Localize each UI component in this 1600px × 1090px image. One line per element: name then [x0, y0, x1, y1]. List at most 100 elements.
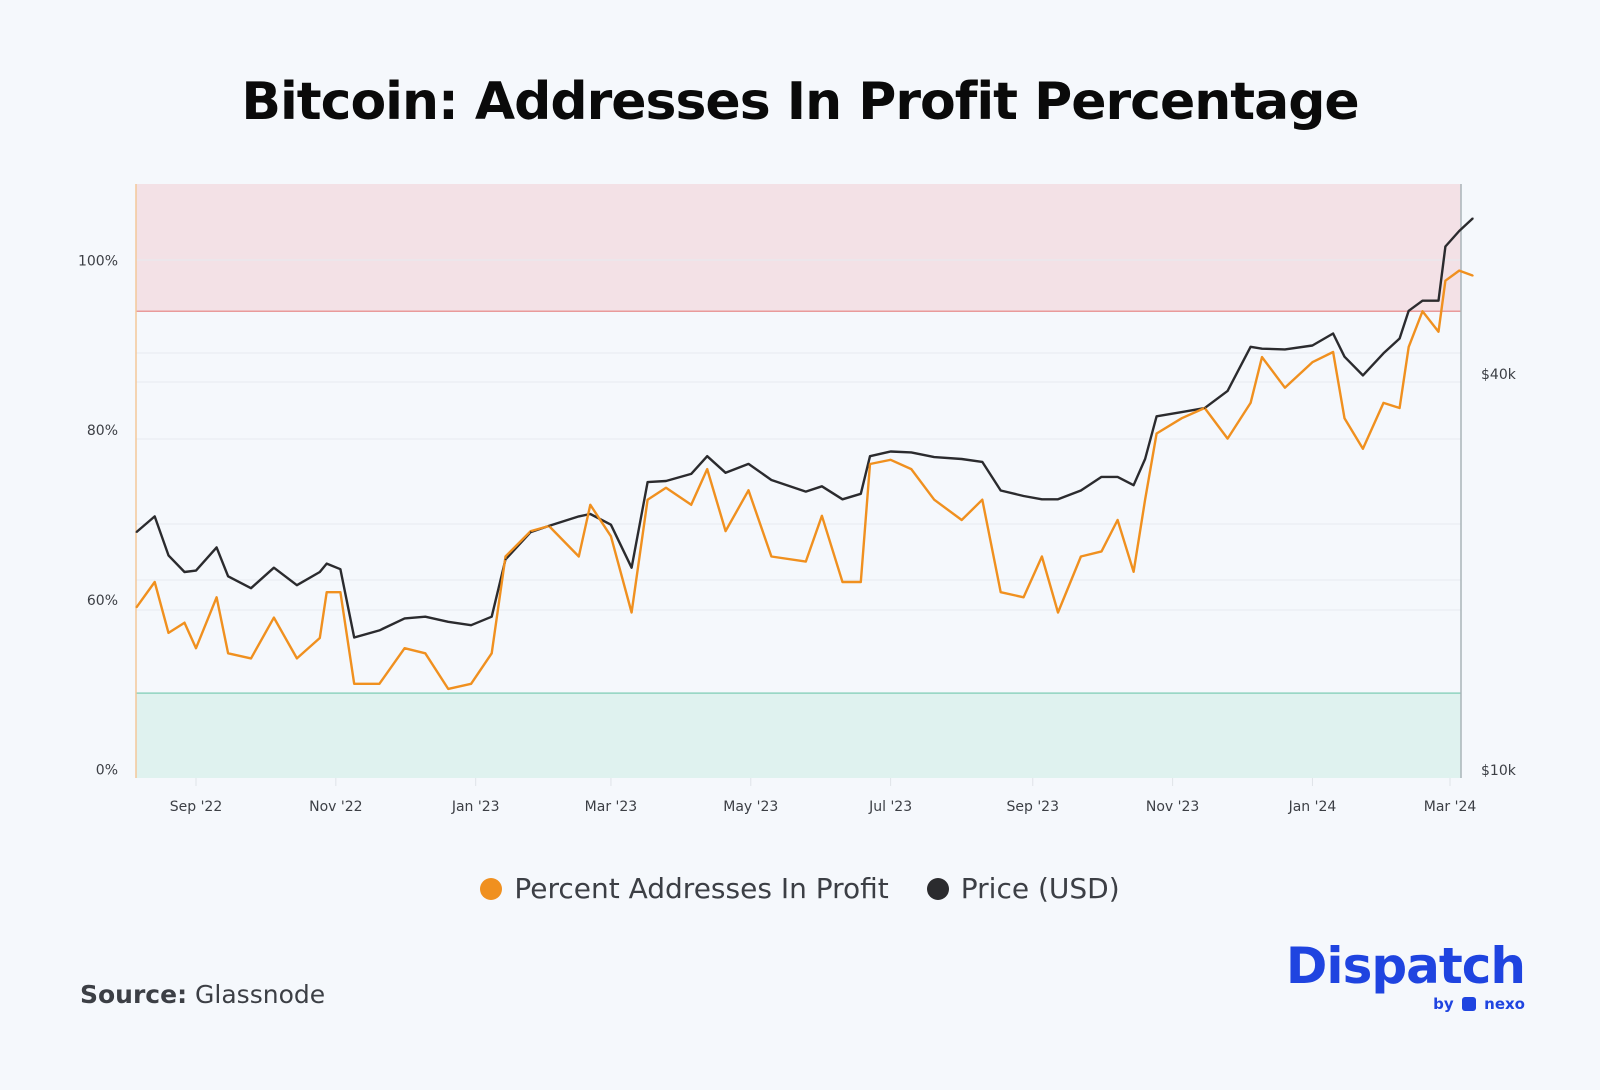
price-point — [1382, 352, 1385, 355]
logo-text: Dispatch — [1285, 937, 1526, 995]
profit-point — [706, 468, 709, 470]
data-points — [135, 217, 1474, 690]
profit-point — [447, 688, 449, 690]
profit-point — [1311, 361, 1314, 364]
profit-point — [981, 498, 984, 501]
overvalued-zone — [136, 184, 1461, 312]
price-point — [296, 584, 298, 586]
price-point — [1180, 411, 1183, 413]
chart-title: Bitcoin: Addresses In Profit Percentage — [241, 72, 1359, 132]
price-point — [548, 525, 550, 527]
profit-point — [1382, 402, 1385, 404]
left-tick-label: 60% — [87, 593, 118, 609]
price-point — [1362, 374, 1364, 377]
x-tick-label: Mar '24 — [1424, 799, 1477, 815]
price-point — [578, 515, 580, 518]
x-tick-label: Jul '23 — [868, 799, 912, 815]
profit-point — [378, 683, 381, 685]
profit-point — [869, 463, 871, 465]
profit-point — [167, 632, 170, 634]
price-point — [910, 451, 913, 454]
profit-point — [770, 555, 773, 558]
price-point — [167, 554, 170, 557]
legend-item-price[interactable]: Price (USD) — [926, 872, 1120, 905]
left-tick-label: 80% — [87, 423, 118, 439]
profit-point — [690, 503, 692, 506]
source-value: Glassnode — [195, 980, 326, 1009]
profit-point — [1116, 519, 1119, 521]
profit-point — [860, 581, 862, 583]
chart: 100% 80% 60% 0% $40k $10k Sep '22 Nov '22 Jan … — [78, 184, 1517, 815]
profit-point — [1226, 437, 1229, 440]
price-point — [690, 473, 692, 475]
price-point — [1398, 337, 1401, 340]
price-point — [1261, 347, 1263, 350]
profit-point — [1041, 555, 1043, 558]
profit-point — [273, 616, 275, 619]
profit-point — [1261, 356, 1263, 358]
profit-point — [1080, 555, 1082, 558]
profit-point — [1100, 550, 1103, 553]
series-line-price — [135, 217, 1474, 639]
price-point — [724, 472, 727, 474]
price-point — [1437, 299, 1440, 302]
price-point — [470, 624, 472, 627]
price-point — [747, 463, 750, 465]
profit-point — [403, 647, 406, 649]
price-point — [960, 458, 963, 460]
price-point — [999, 489, 1002, 492]
profit-point — [504, 555, 507, 558]
profit-point — [1343, 417, 1346, 420]
profit-point — [747, 489, 750, 492]
x-axis-ticks: Sep '22 Nov '22 Jan '23 Mar '23 May '23 Jul '… — [170, 778, 1477, 815]
price-point — [378, 629, 381, 632]
price-point — [1155, 415, 1158, 418]
logo-by: by — [1433, 995, 1454, 1013]
profit-point — [910, 468, 913, 470]
profit-point — [589, 503, 592, 506]
profit-point — [578, 555, 580, 558]
legend-dot-icon — [926, 877, 949, 900]
price-point — [646, 481, 649, 483]
profit-point — [215, 596, 218, 599]
profit-point — [424, 652, 427, 655]
price-point — [841, 498, 844, 501]
undervalued-zone — [136, 693, 1461, 778]
nexo-icon — [1461, 997, 1476, 1011]
legend: Percent Addresses In Profit Price (USD) — [0, 872, 1600, 905]
price-point — [1311, 344, 1314, 347]
profit-point — [821, 514, 823, 517]
left-tick-label: 0% — [96, 763, 118, 779]
profit-point — [630, 611, 633, 614]
dispatch-logo: Dispatch by nexo — [1286, 937, 1526, 1015]
price-point — [1226, 390, 1229, 392]
price-point — [183, 571, 186, 573]
legend-item-profit[interactable]: Percent Addresses In Profit — [480, 872, 889, 905]
price-point — [318, 571, 321, 573]
profit-point — [805, 560, 807, 563]
profit-point — [183, 621, 186, 624]
price-point — [1284, 348, 1286, 351]
price-point — [1080, 489, 1082, 492]
price-point — [1022, 495, 1025, 497]
price-point — [447, 621, 449, 623]
x-tick-label: Jan '23 — [451, 799, 500, 815]
x-tick-label: Jan '24 — [1288, 799, 1337, 815]
profit-point — [250, 657, 252, 660]
price-point — [529, 531, 532, 533]
right-tick-label: $40k — [1481, 367, 1517, 383]
x-tick-label: Nov '23 — [1146, 799, 1199, 815]
price-point — [1057, 498, 1059, 501]
profit-point — [353, 683, 355, 685]
profit-point — [325, 591, 328, 593]
profit-point — [195, 647, 197, 649]
price-point — [1407, 310, 1410, 312]
logo-byline: by nexo — [1433, 995, 1525, 1013]
legend-label: Price (USD) — [960, 872, 1120, 905]
x-tick-label: Nov '22 — [309, 799, 362, 815]
profit-point — [610, 535, 612, 537]
profit-point — [889, 458, 892, 461]
price-point — [490, 615, 493, 618]
left-axis-ticks: 100% 80% 60% 0% — [78, 253, 118, 778]
price-point — [889, 450, 892, 453]
